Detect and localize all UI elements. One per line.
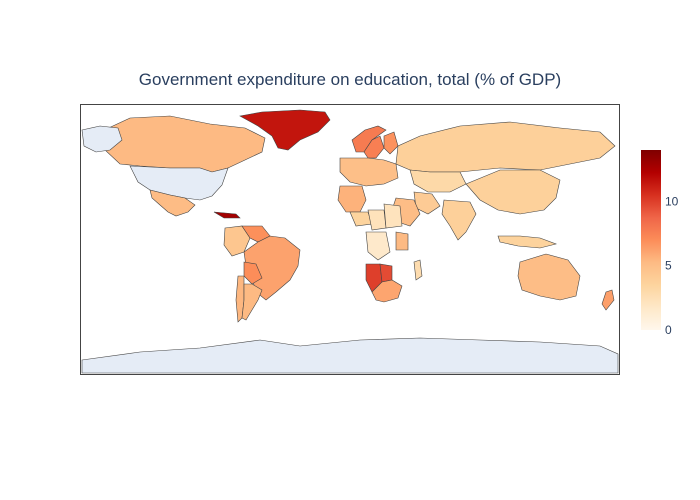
- region-bolivia[interactable]: [243, 261, 263, 285]
- region-madagascar[interactable]: [413, 259, 423, 281]
- region-norway[interactable]: [351, 125, 387, 153]
- chart-title: Government expenditure on education, tot…: [138, 70, 562, 89]
- colorbar: [641, 150, 661, 330]
- map-regions: [81, 109, 619, 374]
- region-botswana[interactable]: [379, 263, 393, 283]
- region-kazakhstan[interactable]: [409, 169, 467, 193]
- region-congo-drc[interactable]: [365, 231, 391, 261]
- region-kenya[interactable]: [395, 231, 409, 251]
- region-argentina[interactable]: [241, 283, 263, 321]
- region-europe-other[interactable]: [339, 157, 399, 187]
- region-cuba[interactable]: [213, 211, 241, 219]
- region-mexico[interactable]: [149, 189, 196, 217]
- region-australia[interactable]: [517, 253, 581, 301]
- colorbar-ticks: 0 5 10: [665, 194, 679, 337]
- region-china[interactable]: [465, 169, 561, 215]
- colorbar-tick-label: 5: [665, 259, 672, 273]
- region-antarctica-missing[interactable]: [81, 337, 619, 374]
- colorbar-tick-label: 0: [665, 323, 672, 337]
- region-canada[interactable]: [99, 115, 266, 173]
- region-south-africa[interactable]: [371, 279, 403, 303]
- region-alaska-missing[interactable]: [81, 125, 123, 153]
- region-finland[interactable]: [383, 131, 399, 155]
- region-sudan[interactable]: [383, 203, 403, 229]
- region-greenland[interactable]: [239, 109, 331, 151]
- region-new-zealand[interactable]: [601, 289, 615, 311]
- region-indonesia[interactable]: [497, 235, 558, 249]
- colorbar-tick-label: 10: [665, 194, 679, 208]
- region-india[interactable]: [441, 199, 477, 241]
